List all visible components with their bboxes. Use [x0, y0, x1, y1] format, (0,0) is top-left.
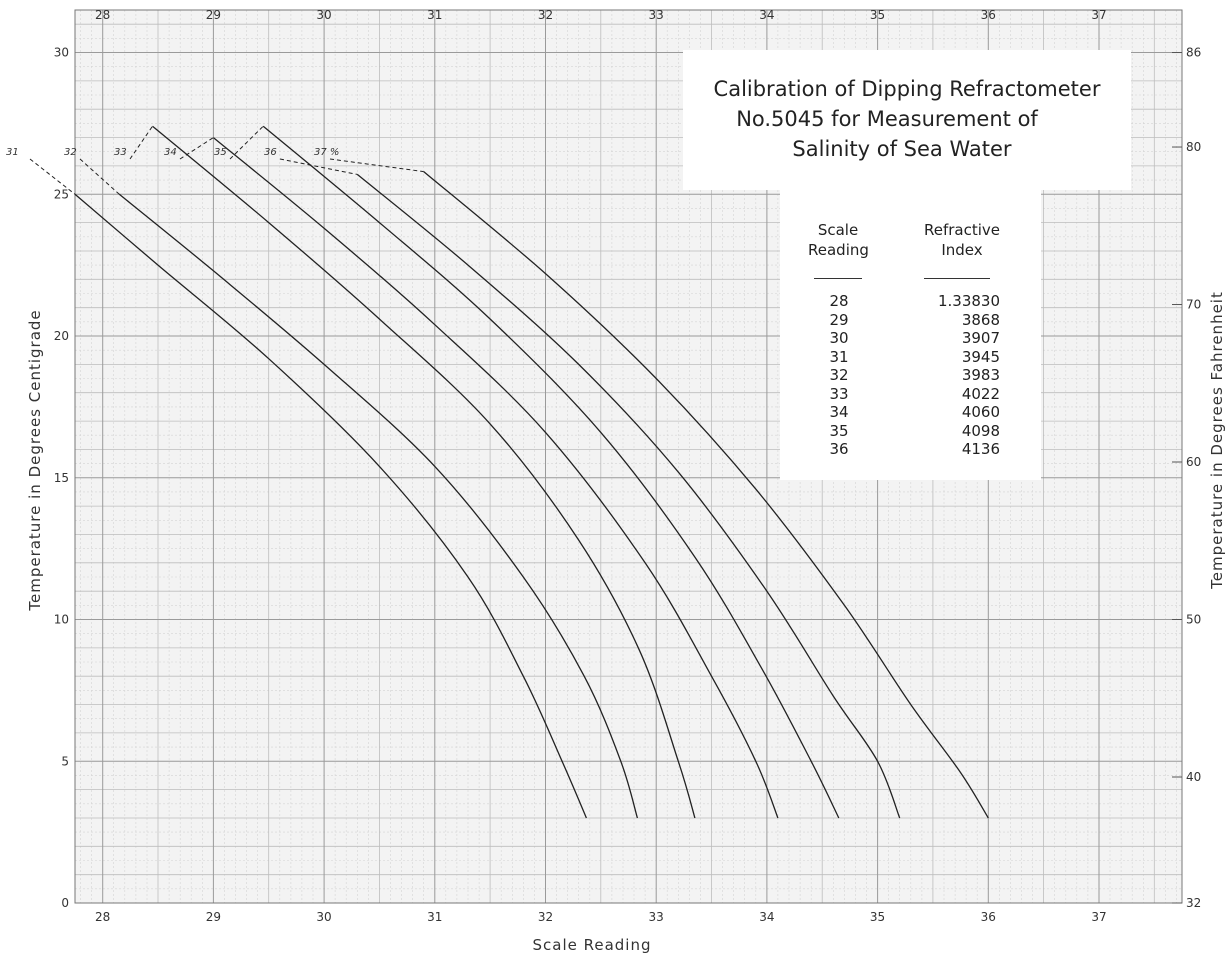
series-label-31: 31: [6, 147, 19, 158]
table-cell-scale: 35: [829, 421, 849, 440]
y-tick-label: 5: [61, 754, 69, 768]
x-tick-label-bottom: 33: [649, 910, 664, 924]
table-cell-index: 3945: [961, 347, 1000, 366]
y2-tick-label: 32: [1186, 896, 1201, 910]
x-tick-label-top: 37: [1091, 8, 1106, 22]
table-cell-scale: 33: [829, 384, 849, 403]
series-curve-35: [262, 125, 840, 819]
series-curve-37: [423, 171, 989, 819]
y2-tick-label: 80: [1186, 140, 1201, 154]
table-cell-index: 3868: [961, 310, 1000, 329]
y-tick-label: 0: [61, 896, 69, 910]
series-leader-31: [29, 158, 76, 195]
x-tick-label-bottom: 30: [316, 910, 331, 924]
table-cell-index: 4136: [961, 440, 1000, 458]
y-tick-label: 30: [54, 46, 69, 60]
x-tick-label-top: 29: [206, 8, 221, 22]
series-curve-33: [152, 125, 696, 819]
y-tick-label: 20: [54, 329, 69, 343]
title-panel: Calibration of Dipping Refractometer No.…: [683, 50, 1131, 190]
series-label-37: 37 %: [314, 147, 339, 158]
series-curve-31: [74, 193, 587, 819]
table-header-index: Refractive Index: [923, 221, 1001, 259]
series-label-33: 33: [114, 147, 127, 158]
y-tick-label: 15: [54, 471, 69, 485]
chart-curves: 31 32 33 34 35 36 37 %: [6, 125, 989, 819]
table-cell-index: 4022: [961, 384, 1000, 403]
table-cell-index: 4060: [961, 403, 1000, 421]
x-axis-title: Scale Reading: [532, 936, 651, 954]
series-label-32: 32: [64, 147, 77, 158]
x-tick-label-top: 31: [427, 8, 442, 22]
y2-tick-label: 70: [1186, 298, 1201, 312]
x-tick-label-bottom: 35: [870, 910, 885, 924]
y-tick-label: 25: [54, 187, 69, 201]
plot-frame: [74, 9, 1183, 904]
x-tick-label-bottom: 28: [95, 910, 110, 924]
table-cell-index: 3983: [961, 366, 1000, 384]
series-curve-36: [356, 173, 901, 819]
table-cell-scale: 30: [829, 329, 849, 347]
x-tick-label-bottom: 29: [206, 910, 221, 924]
table-cell-scale: 31: [829, 347, 849, 366]
table-cell-scale: 32: [829, 366, 849, 384]
x-tick-label-top: 28: [95, 8, 110, 22]
series-label-35: 35: [214, 147, 227, 158]
table-header-scale: Scale Reading: [808, 221, 869, 259]
table-cell-scale: 29: [829, 310, 849, 329]
y2-tick-label: 60: [1186, 455, 1201, 469]
x-tick-label-top: 35: [870, 8, 885, 22]
table-rule-scale: [814, 278, 862, 279]
table-cell-scale: 36: [829, 440, 849, 458]
refractive-index-table: Scale Reading Refractive Index 28 1.33830…: [780, 190, 1041, 480]
x-tick-label-bottom: 37: [1091, 910, 1106, 924]
y2-axis-title: Temperature in Degrees Fahrenheit: [1208, 291, 1226, 590]
x-tick-label-bottom: 36: [981, 910, 996, 924]
title-line-1: Calibration of Dipping Refractometer: [713, 77, 1101, 101]
series-leader-32: [79, 158, 120, 195]
x-tick-label-bottom: 31: [427, 910, 442, 924]
table-rule-index: [924, 278, 990, 279]
table-cell-index: 1.33830: [937, 292, 1000, 310]
series-leader-35: [229, 125, 264, 160]
title-line-2: No.5045 for Measurement of: [736, 107, 1038, 131]
table-cell-index: 4098: [961, 421, 1000, 440]
chart-title: Calibration of Dipping Refractometer No.…: [683, 74, 1131, 164]
series-curve-34: [212, 137, 779, 819]
series-curve-32: [118, 193, 639, 819]
chart-ticks: 2828292930303131323233333434353536363737…: [54, 8, 1202, 924]
x-tick-label-top: 34: [759, 8, 774, 22]
x-tick-label-top: 30: [316, 8, 331, 22]
y-tick-label: 10: [54, 613, 69, 627]
y-axis-title: Temperature in Degrees Centigrade: [26, 309, 44, 611]
series-leader-36: [279, 158, 358, 175]
table-cell-scale: 34: [829, 403, 849, 421]
x-tick-label-bottom: 32: [538, 910, 553, 924]
x-tick-label-bottom: 34: [759, 910, 774, 924]
table-cell-index: 3907: [961, 329, 1000, 347]
y2-tick-label: 50: [1186, 613, 1201, 627]
series-label-34: 34: [164, 147, 177, 158]
title-line-3: Salinity of Sea Water: [792, 137, 1012, 161]
y2-tick-label: 40: [1186, 770, 1201, 784]
x-tick-label-top: 32: [538, 8, 553, 22]
series-label-36: 36: [264, 147, 277, 158]
y2-tick-label: 86: [1186, 46, 1201, 60]
table-cell-scale: 28: [829, 292, 849, 310]
x-tick-label-top: 36: [981, 8, 996, 22]
series-leader-37: [329, 158, 424, 173]
x-tick-label-top: 33: [649, 8, 664, 22]
